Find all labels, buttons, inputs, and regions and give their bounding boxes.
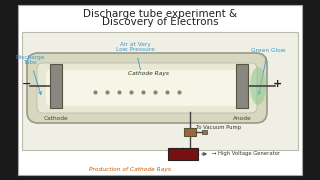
FancyBboxPatch shape xyxy=(27,53,267,123)
FancyBboxPatch shape xyxy=(46,70,248,106)
Bar xyxy=(18,5,302,175)
Text: +: + xyxy=(186,149,194,159)
Bar xyxy=(168,148,198,160)
Text: −: − xyxy=(22,79,32,89)
Bar xyxy=(184,128,196,136)
Bar xyxy=(202,130,207,134)
Text: Cathode: Cathode xyxy=(44,116,68,120)
Text: Air at Very
Low Pressure: Air at Very Low Pressure xyxy=(116,42,155,96)
Text: Green Glow: Green Glow xyxy=(251,48,285,94)
Text: → High Voltage Generator: → High Voltage Generator xyxy=(212,152,280,156)
Text: To Vacuum Pump: To Vacuum Pump xyxy=(196,125,241,130)
Bar xyxy=(50,64,62,108)
Text: Anode: Anode xyxy=(233,116,252,120)
Bar xyxy=(22,32,298,150)
Text: Discharge
Tube: Discharge Tube xyxy=(15,55,45,94)
Text: Cathode Rays: Cathode Rays xyxy=(128,71,168,75)
FancyBboxPatch shape xyxy=(37,63,257,113)
Bar xyxy=(236,64,248,108)
Text: Production of Cathode Rays: Production of Cathode Rays xyxy=(89,166,171,172)
Text: Discovery of Electrons: Discovery of Electrons xyxy=(102,17,218,27)
Text: +: + xyxy=(273,79,283,89)
Text: Discharge tube experiment &: Discharge tube experiment & xyxy=(83,9,237,19)
Ellipse shape xyxy=(250,67,266,105)
Text: −: − xyxy=(172,149,180,159)
